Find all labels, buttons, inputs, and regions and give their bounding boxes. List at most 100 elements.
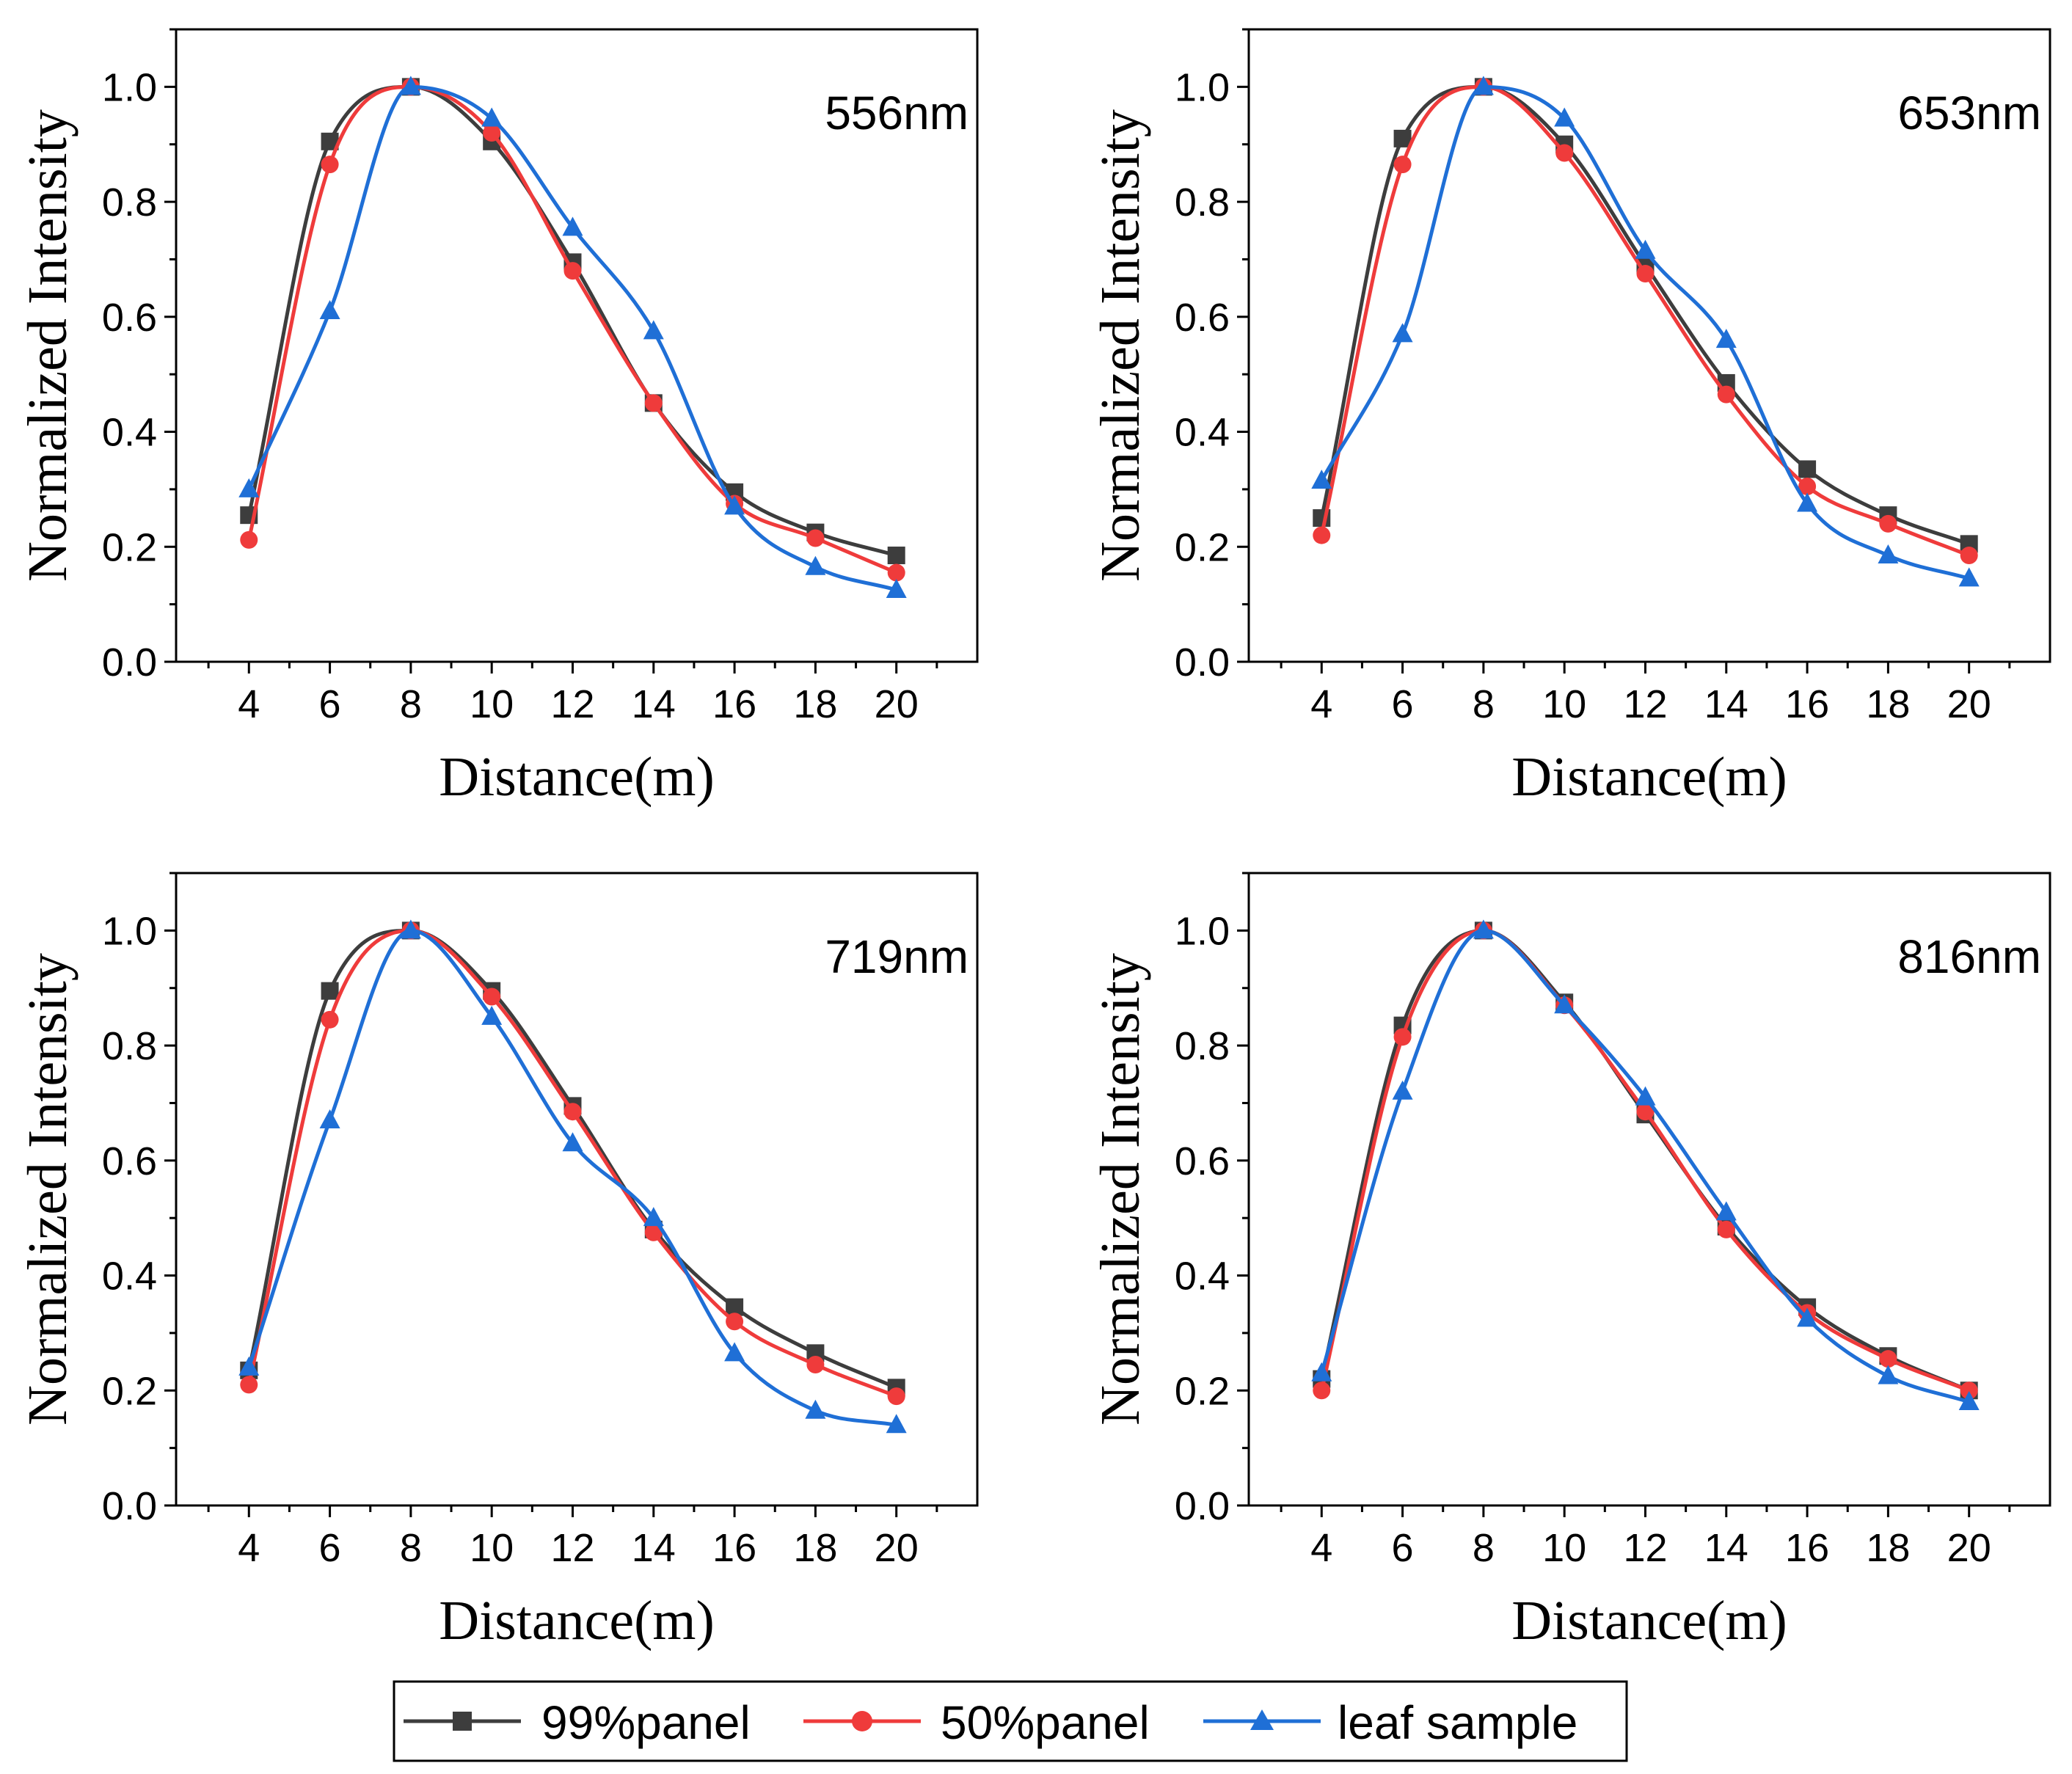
legend-label-leaf-sample: leaf sample	[1338, 1696, 1577, 1749]
data-point-leaf-sample	[238, 478, 260, 497]
series-line-50-panel	[247, 928, 899, 1398]
data-point-50-panel	[1393, 1028, 1412, 1046]
data-point-50-panel	[563, 1103, 582, 1121]
plot-frame	[1247, 28, 2051, 663]
y-tick-label: 1.0	[102, 909, 157, 953]
x-tick-label: 18	[1866, 1526, 1910, 1570]
data-point-leaf-sample	[400, 919, 421, 939]
y-tick-label: 1.0	[1175, 909, 1230, 953]
legend-label-50-panel: 50%panel	[941, 1696, 1150, 1749]
x-tick-label: 8	[400, 682, 422, 726]
x-tick-label: 16	[712, 682, 756, 726]
data-point-50-panel	[644, 1223, 663, 1241]
y-tick-label: 0.0	[102, 1484, 157, 1528]
data-point-50-panel	[1717, 385, 1735, 404]
data-point-leaf-sample	[724, 1342, 745, 1362]
data-point-leaf-sample	[1635, 239, 1656, 259]
data-point-leaf-sample	[1715, 329, 1737, 348]
data-point-leaf-sample	[1311, 470, 1332, 489]
x-tick-label: 10	[470, 1526, 514, 1570]
data-point-leaf-sample	[1797, 1307, 1818, 1327]
x-tick-label: 8	[1473, 682, 1495, 726]
data-point-50-panel	[1555, 144, 1574, 162]
data-point-50-panel	[1313, 1381, 1331, 1400]
x-tick-label: 12	[1623, 1526, 1667, 1570]
legend: 99%panel 50%panel leaf sample	[393, 1680, 1628, 1762]
data-point-leaf-sample	[1554, 994, 1575, 1014]
data-point-leaf-sample	[886, 1414, 907, 1434]
y-tick-label: 0.2	[1175, 525, 1230, 569]
x-tick-label: 8	[1473, 1526, 1495, 1570]
y-tick-label: 0.8	[102, 1024, 157, 1068]
data-point-99-panel	[321, 982, 339, 1000]
y-tick-label: 0.8	[102, 180, 157, 225]
x-tick-label: 4	[1310, 1526, 1332, 1570]
wavelength-label: 653nm	[1897, 87, 2041, 139]
data-point-leaf-sample	[1635, 1086, 1656, 1106]
data-point-leaf-sample	[319, 1109, 340, 1128]
x-tick-label: 18	[1866, 682, 1910, 726]
series-line-99-panel	[1319, 84, 1971, 546]
data-point-leaf-sample	[1958, 1390, 1980, 1410]
x-tick-label: 4	[238, 1526, 260, 1570]
data-point-leaf-sample	[805, 1399, 826, 1419]
x-tick-label: 6	[319, 1526, 341, 1570]
data-point-50-panel	[1879, 514, 1897, 533]
data-point-50-panel	[1879, 1350, 1897, 1368]
x-tick-label: 10	[1542, 1526, 1586, 1570]
data-point-99-panel	[1798, 460, 1817, 478]
data-point-leaf-sample	[481, 1005, 503, 1025]
x-tick-label: 4	[238, 682, 260, 726]
y-tick-label: 0.2	[102, 525, 157, 569]
chart-panel-2: 0.0 0.2 0.4 0.6 0.8 1.0 4 6 8 10 12 14 16 18 20 Distanc…	[1090, 28, 2051, 808]
series-line-99-panel	[247, 928, 899, 1390]
data-point-leaf-sample	[481, 107, 503, 127]
x-tick-label: 14	[1704, 1526, 1748, 1570]
x-tick-label: 16	[1785, 1526, 1829, 1570]
x-axis-title: Distance(m)	[439, 1590, 715, 1651]
data-point-leaf-sample	[1715, 1201, 1737, 1221]
data-point-50-panel	[321, 1010, 339, 1029]
y-axis-title: Normalized Intensity	[17, 953, 79, 1426]
wavelength-label: 556nm	[825, 87, 968, 139]
data-point-50-panel	[887, 563, 905, 582]
data-point-leaf-sample	[1797, 492, 1818, 512]
x-tick-label: 4	[1310, 682, 1332, 726]
x-axis-title: Distance(m)	[1511, 746, 1787, 808]
x-tick-label: 14	[1704, 682, 1748, 726]
y-tick-label: 0.8	[1175, 180, 1230, 225]
x-tick-label: 20	[875, 1526, 919, 1570]
data-point-leaf-sample	[1878, 544, 1899, 564]
data-point-50-panel	[644, 394, 663, 412]
data-point-leaf-sample	[724, 495, 745, 515]
x-tick-label: 6	[1392, 1526, 1414, 1570]
chart-panel-3: 0.0 0.2 0.4 0.6 0.8 1.0 4 6 8 10 12 14 16 18 20 Distanc…	[17, 872, 979, 1651]
data-point-50-panel	[1960, 547, 1978, 565]
legend-marker-99-panel	[453, 1712, 472, 1731]
y-axis-title: Normalized Intensity	[1090, 953, 1151, 1426]
wavelength-label: 719nm	[825, 930, 968, 983]
data-point-leaf-sample	[1473, 76, 1494, 95]
x-tick-label: 16	[712, 1526, 756, 1570]
data-point-50-panel	[1636, 265, 1655, 283]
data-point-leaf-sample	[400, 76, 421, 95]
data-point-50-panel	[726, 1313, 744, 1331]
data-point-leaf-sample	[886, 579, 907, 599]
x-tick-label: 12	[550, 1526, 594, 1570]
data-point-50-panel	[1313, 526, 1331, 544]
y-tick-label: 0.6	[102, 1139, 157, 1183]
x-tick-label: 12	[550, 682, 594, 726]
data-point-50-panel	[1960, 1381, 1978, 1400]
legend-marker-50-panel	[852, 1711, 872, 1731]
data-point-99-panel	[887, 547, 905, 565]
y-tick-label: 0.2	[102, 1369, 157, 1413]
series-line-50-panel	[1319, 84, 1971, 558]
x-tick-label: 8	[400, 1526, 422, 1570]
plot-frame	[1247, 872, 2051, 1507]
y-tick-label: 0.4	[102, 411, 157, 455]
plot-frame	[175, 28, 979, 663]
series-line-99-panel	[247, 84, 899, 558]
data-point-50-panel	[1393, 156, 1412, 174]
y-tick-label: 0.2	[1175, 1369, 1230, 1413]
y-tick-label: 0.0	[102, 640, 157, 685]
